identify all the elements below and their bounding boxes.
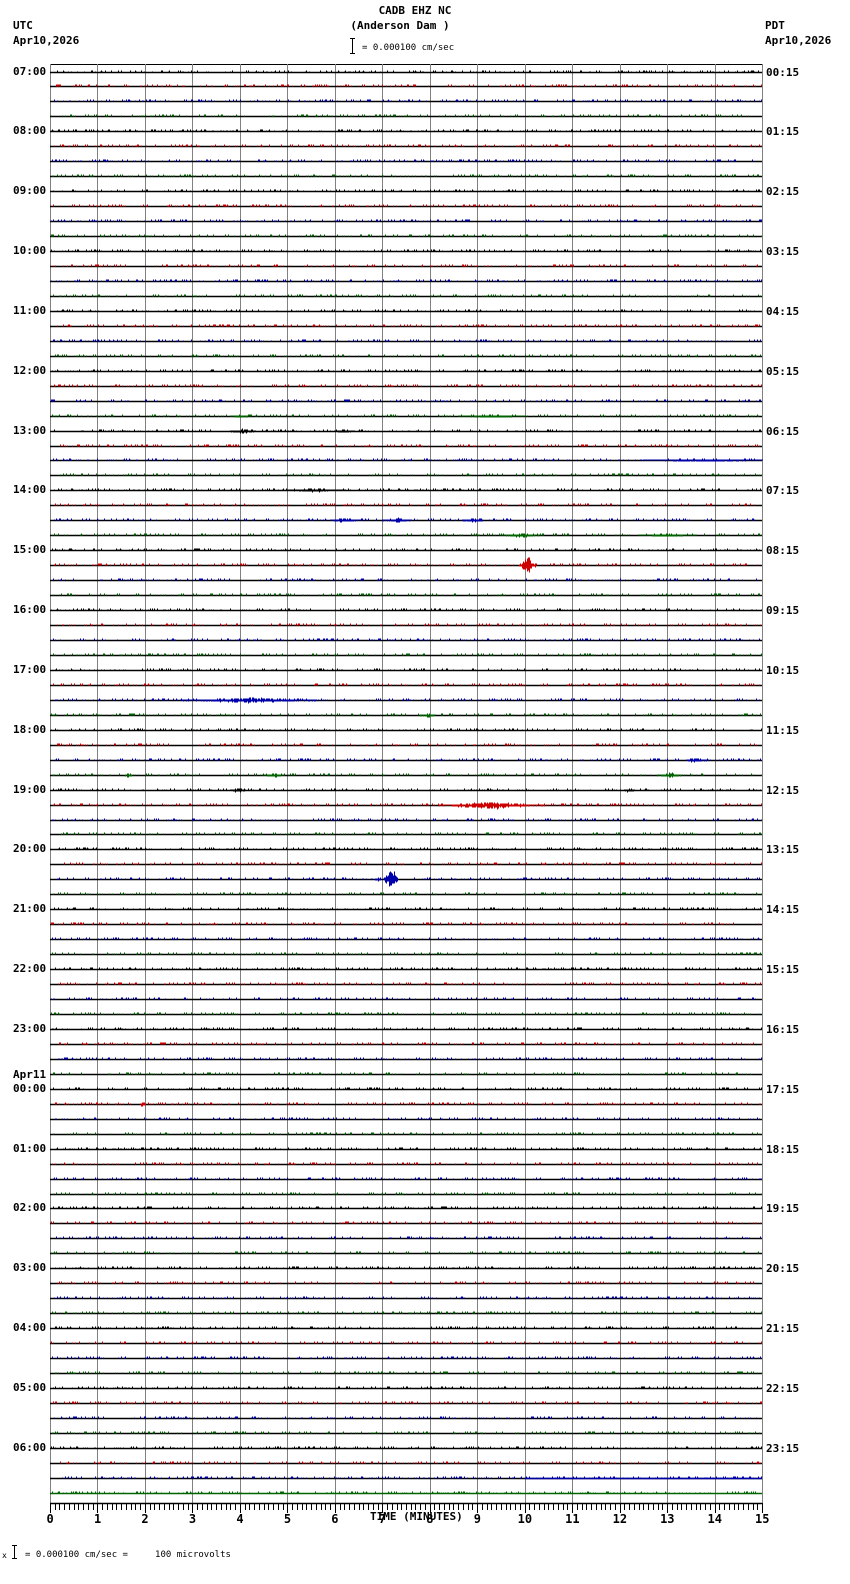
scale-label: = 0.000100 cm/sec [362, 43, 455, 53]
x-tick-label: 8 [426, 1512, 434, 1526]
pdt-hour-label: 17:15 [766, 1082, 800, 1096]
utc-hour-label: 23:00 [13, 1021, 47, 1035]
station-location: (Anderson Dam ) [350, 19, 450, 32]
x-tick-label: 13 [660, 1512, 675, 1526]
utc-hour-label: 13:00 [13, 423, 47, 437]
x-tick-label: 3 [188, 1512, 197, 1526]
utc-hour-label: 16:00 [13, 603, 47, 617]
utc-hour-label: 12:00 [13, 363, 47, 377]
pdt-hour-label: 16:15 [766, 1022, 800, 1036]
pdt-hour-label: 00:15 [766, 65, 800, 79]
utc-hour-label: 18:00 [13, 722, 47, 736]
utc-hour-label: 17:00 [13, 662, 47, 676]
pdt-hour-label: 22:15 [766, 1381, 800, 1395]
pdt-hour-label: 23:15 [766, 1441, 800, 1455]
utc-hour-label: 01:00 [13, 1141, 47, 1155]
utc-hour-label: 15:00 [13, 543, 47, 557]
x-tick-label: 9 [473, 1512, 481, 1526]
utc-hour-label: 04:00 [13, 1321, 47, 1335]
pdt-hour-label: 09:15 [766, 604, 800, 618]
pdt-hour-label: 19:15 [766, 1202, 800, 1216]
station-title: CADB EHZ NC [378, 4, 452, 17]
utc-hour-label: 08:00 [13, 124, 47, 138]
date-change-label: Apr11 [13, 1067, 47, 1081]
x-tick-label: 0 [46, 1512, 54, 1526]
pdt-hour-label: 02:15 [766, 185, 800, 199]
x-tick-label: 4 [236, 1512, 244, 1526]
x-axis-title: TIME (MINUTES) [370, 1510, 463, 1523]
pdt-hour-label: 04:15 [766, 304, 800, 318]
pdt-hour-label: 12:15 [766, 783, 800, 797]
x-tick-label: 7 [378, 1512, 386, 1526]
utc-hour-label: 06:00 [13, 1440, 47, 1454]
pdt-hour-label: 11:15 [766, 723, 800, 737]
pdt-hour-label: 08:15 [766, 544, 800, 558]
pdt-hour-label: 03:15 [766, 245, 800, 259]
right-timezone: PDT [765, 19, 785, 32]
utc-hour-label: 21:00 [13, 902, 47, 916]
left-date: Apr10,2026 [13, 34, 80, 47]
x-tick-label: 6 [331, 1512, 339, 1526]
utc-hour-label: 09:00 [13, 184, 47, 198]
right-date: Apr10,2026 [765, 34, 832, 47]
pdt-hour-label: 05:15 [766, 364, 800, 378]
pdt-hour-label: 06:15 [766, 424, 800, 438]
left-timezone: UTC [13, 19, 33, 32]
pdt-hour-label: 21:15 [766, 1322, 800, 1336]
utc-hour-label: 00:00 [13, 1081, 47, 1095]
x-tick-label: 14 [707, 1512, 722, 1526]
pdt-hour-label: 13:15 [766, 843, 800, 857]
pdt-hour-label: 14:15 [766, 903, 800, 917]
utc-hour-label: 22:00 [13, 962, 47, 976]
utc-hour-label: 11:00 [13, 303, 47, 317]
footer-marker: x [2, 1551, 7, 1560]
x-tick-label: 5 [283, 1512, 292, 1526]
utc-hour-label: 14:00 [13, 483, 47, 497]
x-tick-label: 12 [612, 1512, 628, 1526]
pdt-hour-label: 18:15 [766, 1142, 800, 1156]
pdt-hour-label: 01:15 [766, 125, 800, 139]
x-tick-label: 15 [755, 1512, 770, 1526]
pdt-hour-label: 15:15 [766, 963, 800, 977]
utc-hour-label: 07:00 [13, 64, 47, 78]
x-tick-label: 2 [141, 1512, 149, 1526]
scale-bar-icon [350, 38, 355, 54]
footer-scale-bar-icon [12, 1545, 17, 1559]
utc-hour-label: 03:00 [13, 1261, 47, 1275]
x-tick-label: 11 [565, 1512, 580, 1526]
pdt-hour-label: 07:15 [766, 484, 800, 498]
utc-hour-label: 02:00 [13, 1201, 47, 1215]
utc-hour-label: 05:00 [13, 1380, 47, 1394]
x-tick-label: 1 [93, 1512, 102, 1526]
x-tick-label: 10 [517, 1512, 533, 1526]
utc-hour-label: 19:00 [13, 782, 47, 796]
utc-hour-label: 10:00 [13, 244, 47, 258]
footer-scale-label: = 0.000100 cm/sec = 100 microvolts [25, 1550, 231, 1560]
pdt-hour-label: 10:15 [766, 663, 800, 677]
pdt-hour-label: 20:15 [766, 1262, 800, 1276]
utc-hour-label: 20:00 [13, 842, 47, 856]
